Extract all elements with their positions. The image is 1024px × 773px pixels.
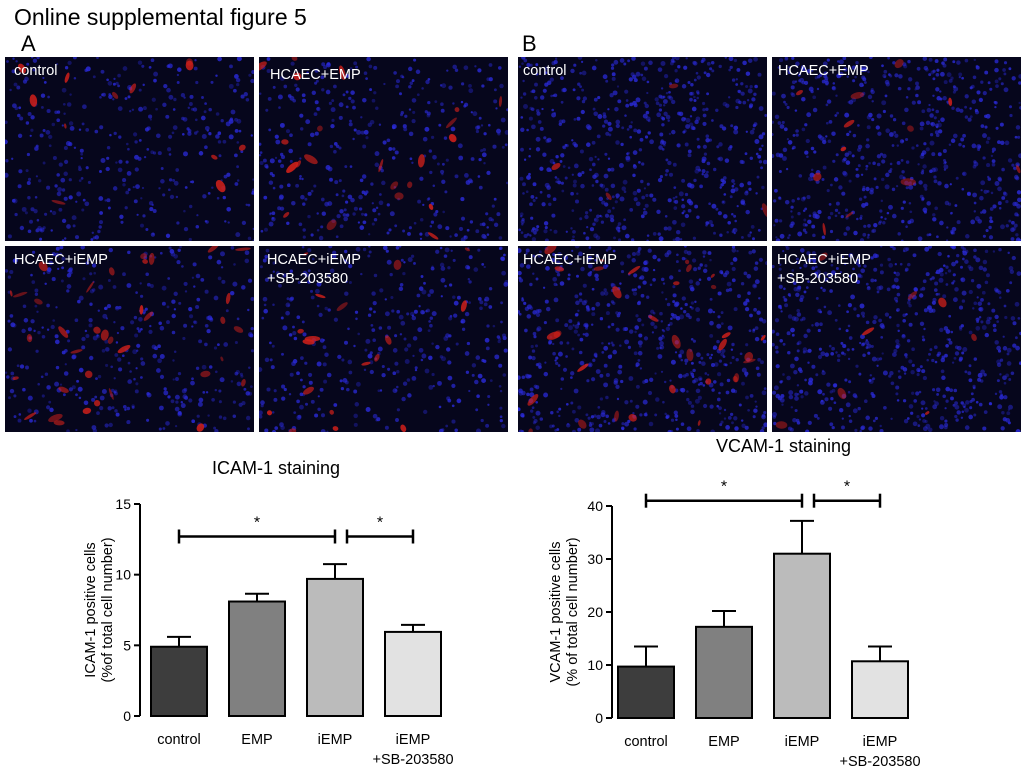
bar: [306, 577, 364, 717]
bar: [695, 625, 753, 719]
y-tick-label: 20: [587, 604, 603, 620]
micrograph-b-control: control: [518, 57, 767, 241]
significance-star: *: [377, 515, 383, 532]
micrograph-a-control: control: [5, 57, 254, 241]
chart-title: VCAM-1 staining: [716, 436, 852, 456]
x-tick-label: iEMP +SB-203580: [839, 734, 920, 768]
icam-chart-plot: 0 5 10 15 ICAM-1 positive cells(%of total ce…: [83, 496, 454, 768]
x-tick-label: iEMP: [318, 732, 353, 748]
micrograph-texture: [518, 57, 767, 241]
chart-title: ICAM-1 staining: [212, 458, 341, 478]
y-tick-label: 10: [587, 657, 603, 673]
y-tick-label: 30: [587, 551, 603, 567]
micrograph-label: HCAEC+EMP: [270, 67, 361, 83]
micrograph-label: control: [14, 63, 58, 79]
vcam-chart: VCAM-1 staining 0 10 20 30 40 VCAM-1 positive…: [512, 432, 1024, 770]
bar: [384, 630, 442, 717]
micrograph-texture: [772, 57, 1021, 241]
micrograph-label: HCAEC+iEMP +SB-203580: [777, 252, 871, 287]
micrograph-label: control: [523, 63, 567, 79]
micrograph-b-hcaec-iemp: HCAEC+iEMP: [518, 246, 767, 432]
micrograph-b-hcaec-emp: HCAEC+EMP: [772, 57, 1021, 241]
x-tick-label: EMP: [708, 734, 739, 750]
bar: [851, 660, 909, 719]
x-tick-label: control: [624, 734, 668, 750]
figure-title: Online supplemental figure 5: [14, 4, 307, 30]
micrograph-texture: [772, 246, 1021, 432]
y-axis-label: ICAM-1 positive cells(%of total cell num…: [83, 537, 116, 682]
micrograph-b-hcaec-iemp-sb: HCAEC+iEMP +SB-203580: [772, 246, 1021, 432]
micrograph-label: HCAEC+iEMP: [523, 252, 617, 268]
x-tick-label: control: [157, 732, 201, 748]
bar: [617, 665, 675, 719]
x-tick-label: iEMP +SB-203580: [372, 732, 453, 768]
panel-letter-b: B: [522, 31, 537, 56]
micrograph-a-hcaec-iemp: HCAEC+iEMP: [5, 246, 254, 432]
micrograph-a-hcaec-iemp-sb: HCAEC+iEMP +SB-203580: [259, 246, 508, 432]
micrograph-label: HCAEC+EMP: [778, 63, 869, 79]
micrograph-texture: [259, 57, 508, 241]
x-tick-label: iEMP: [785, 734, 820, 750]
micrograph-texture: [5, 246, 254, 432]
x-tick-label: EMP: [241, 732, 272, 748]
y-tick-label: 0: [123, 708, 131, 724]
y-axis-label: VCAM-1 positive cells(% of total cell nu…: [548, 537, 581, 686]
y-tick-label: 10: [115, 567, 131, 583]
significance-star: *: [721, 479, 727, 496]
y-tick-label: 0: [595, 710, 603, 726]
micrograph-label: HCAEC+iEMP: [14, 252, 108, 268]
y-tick-label: 5: [123, 637, 131, 653]
y-tick-label: 40: [587, 498, 603, 514]
vcam-chart-plot: 0 10 20 30 40 VCAM-1 positive cells(% of tota…: [548, 479, 921, 770]
panel-letter-a: A: [21, 31, 36, 56]
significance-star: *: [254, 515, 260, 532]
micrograph-texture: [259, 246, 508, 432]
bar: [150, 645, 208, 718]
significance-star: *: [844, 479, 850, 496]
micrograph-label: HCAEC+iEMP +SB-203580: [267, 252, 361, 287]
y-tick-label: 15: [115, 496, 131, 512]
bar: [228, 600, 286, 718]
bar: [773, 552, 831, 719]
micrograph-a-hcaec-emp: HCAEC+EMP: [259, 57, 508, 241]
icam-chart: ICAM-1 staining 0 5 10 15 ICAM-1 positive ce…: [0, 450, 512, 768]
micrograph-texture: [518, 246, 767, 432]
micrograph-texture: [5, 57, 254, 241]
